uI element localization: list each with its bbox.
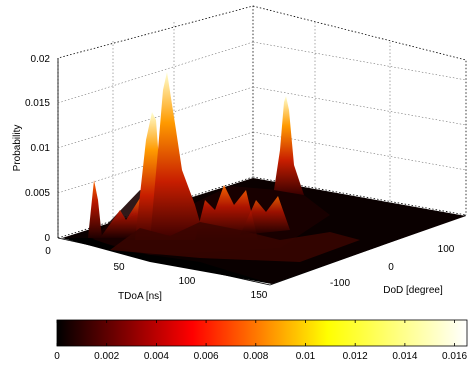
back-wall-right	[252, 5, 467, 215]
x-tick-label: 0	[45, 246, 51, 257]
x-tick-label: 50	[113, 262, 125, 273]
y-ticks: -100 0 100	[330, 244, 455, 289]
y-axis-label: DoD [degree]	[383, 285, 443, 296]
z-ticks: 0 0.005 0.01 0.015 0.02	[25, 54, 50, 244]
colorbar-tick-label: 0.01	[296, 351, 316, 362]
z-tick-label: 0.005	[25, 188, 50, 199]
colorbar-tick-label: 0.014	[392, 351, 417, 362]
z-axis-label: Probability	[12, 125, 23, 172]
colorbar-ticks: 0 0.002 0.004 0.006 0.008 0.01 0.012 0.014 0.016	[54, 320, 468, 362]
z-tick-label: 0	[44, 233, 50, 244]
ridge-mid-b	[240, 196, 290, 235]
y-tick-label: -100	[330, 278, 350, 289]
x-tick-label: 150	[251, 290, 268, 301]
peak-right	[274, 96, 304, 195]
x-ticks: 0 50 100 150	[45, 246, 268, 301]
ridge-front	[110, 222, 360, 262]
colorbar-gradient	[56, 319, 468, 347]
x-tick-label: 100	[179, 276, 196, 287]
colorbar-tick-label: 0.006	[194, 351, 219, 362]
colorbar-tick-label: 0.008	[243, 351, 268, 362]
y-tick-label: 0	[388, 262, 394, 273]
colorbar-tick-label: 0.004	[144, 351, 169, 362]
z-tick-label: 0.015	[25, 98, 50, 109]
colorbar: 0 0.002 0.004 0.006 0.008 0.01 0.012 0.014 0.016	[54, 319, 468, 362]
y-tick-label: 100	[438, 244, 455, 255]
back-wall-left	[57, 5, 254, 238]
x-axis-label: TDoA [ns]	[118, 291, 162, 302]
colorbar-tick-label: 0.012	[343, 351, 368, 362]
colorbar-tick-label: 0.016	[442, 351, 467, 362]
peak-main	[150, 72, 205, 240]
z-tick-label: 0.02	[31, 54, 51, 65]
surface	[62, 72, 466, 284]
colorbar-tick-label: 0	[54, 351, 60, 362]
colorbar-tick-label: 0.002	[94, 351, 119, 362]
z-tick-label: 0.01	[31, 143, 51, 154]
peak-small-left	[88, 180, 102, 238]
